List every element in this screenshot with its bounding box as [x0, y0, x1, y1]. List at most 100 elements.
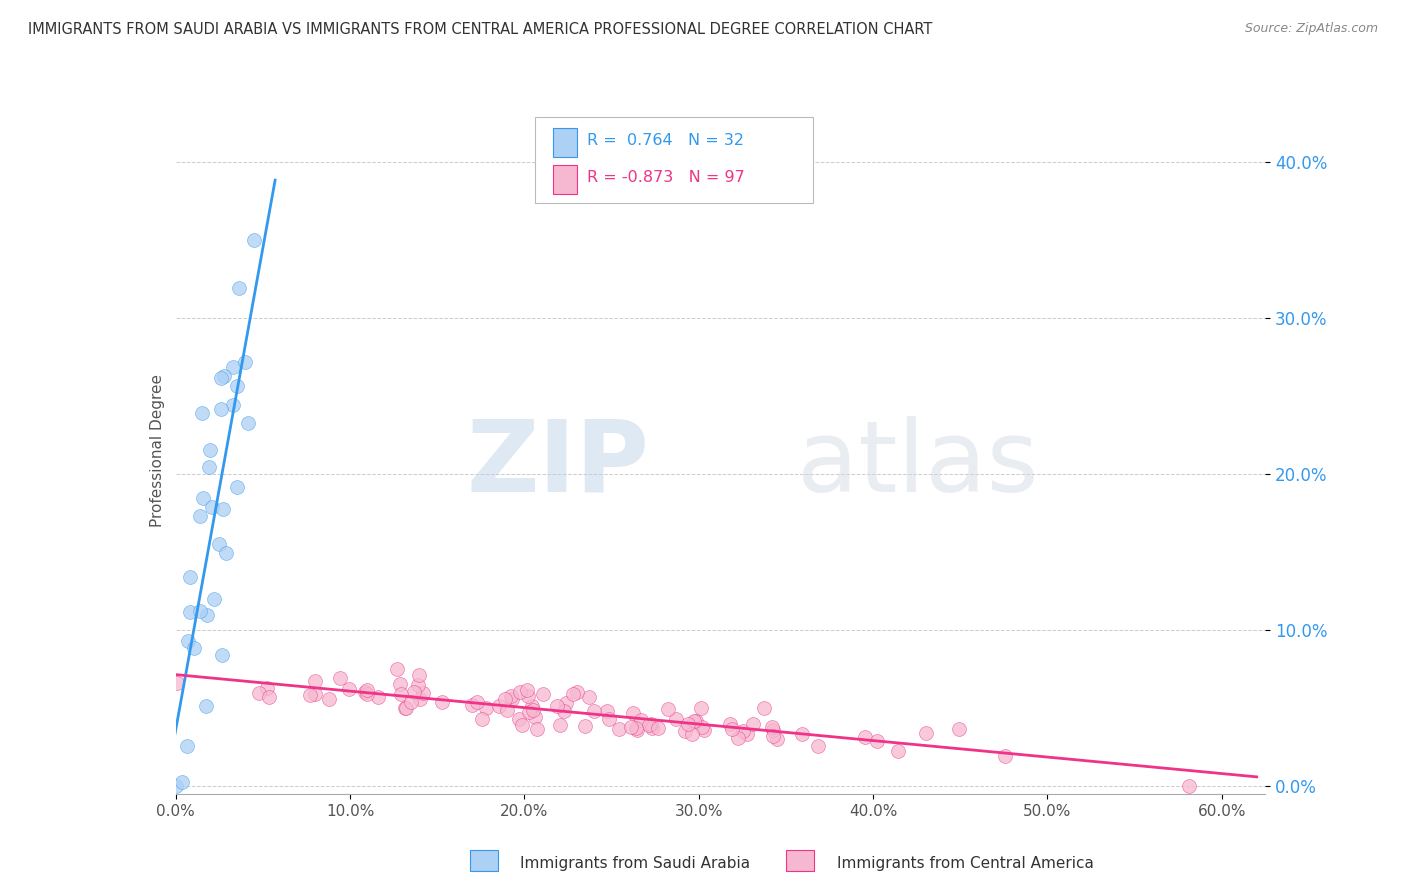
Text: IMMIGRANTS FROM SAUDI ARABIA VS IMMIGRANTS FROM CENTRAL AMERICA PROFESSIONAL DEG: IMMIGRANTS FROM SAUDI ARABIA VS IMMIGRAN…	[28, 22, 932, 37]
Point	[304, 674, 326, 689]
Point	[387, 662, 409, 676]
Point	[208, 537, 231, 551]
Point	[461, 698, 484, 712]
Point	[354, 685, 377, 699]
Point	[471, 712, 494, 726]
Point	[256, 681, 278, 695]
Text: R =  0.764   N = 32: R = 0.764 N = 32	[586, 133, 744, 148]
FancyBboxPatch shape	[536, 118, 813, 203]
Point	[247, 686, 270, 700]
Point	[637, 718, 659, 732]
Point	[718, 717, 741, 731]
Point	[914, 726, 936, 740]
Point	[337, 682, 360, 697]
Point	[994, 748, 1017, 763]
Point	[172, 774, 194, 789]
Point	[408, 667, 430, 681]
Point	[243, 233, 266, 247]
Point	[233, 355, 256, 369]
Point	[690, 701, 713, 715]
Point	[211, 501, 233, 516]
Point	[578, 690, 600, 704]
Point	[510, 718, 533, 732]
Text: atlas: atlas	[797, 416, 1039, 513]
Point	[211, 648, 233, 662]
Point	[517, 689, 540, 703]
Point	[640, 716, 662, 731]
Point	[641, 721, 664, 735]
Point	[404, 685, 426, 699]
Point	[165, 779, 187, 793]
FancyBboxPatch shape	[470, 850, 498, 871]
Point	[582, 704, 605, 718]
Point	[225, 378, 247, 392]
Point	[183, 640, 205, 655]
Point	[866, 733, 889, 747]
Point	[741, 717, 763, 731]
Point	[198, 459, 221, 474]
Point	[574, 719, 596, 733]
Point	[1177, 779, 1199, 793]
Point	[626, 723, 648, 737]
Point	[620, 720, 643, 734]
Point	[626, 721, 648, 735]
Point	[188, 509, 211, 524]
Point	[179, 570, 201, 584]
Point	[212, 368, 235, 383]
Point	[225, 480, 247, 494]
Point	[222, 398, 245, 412]
Point	[630, 713, 652, 727]
Point	[304, 687, 326, 701]
Point	[647, 721, 669, 735]
Point	[496, 703, 519, 717]
Point	[762, 723, 785, 737]
Point	[673, 723, 696, 738]
Point	[733, 724, 755, 739]
Point	[735, 727, 758, 741]
Point	[562, 688, 585, 702]
Point	[179, 605, 201, 619]
Point	[406, 678, 429, 692]
Text: Source: ZipAtlas.com: Source: ZipAtlas.com	[1244, 22, 1378, 36]
Point	[356, 683, 378, 698]
Point	[215, 546, 238, 560]
Point	[520, 698, 543, 713]
Point	[598, 711, 620, 725]
Point	[526, 722, 548, 736]
Text: ZIP: ZIP	[467, 416, 650, 513]
Point	[494, 691, 516, 706]
Point	[531, 687, 554, 701]
Point	[752, 701, 775, 715]
Point	[329, 671, 352, 685]
Point	[676, 716, 699, 731]
Y-axis label: Professional Degree: Professional Degree	[149, 374, 165, 527]
Point	[195, 608, 218, 623]
Point	[665, 713, 688, 727]
Point	[509, 684, 531, 698]
Point	[412, 686, 434, 700]
Point	[177, 634, 200, 648]
Point	[546, 698, 568, 713]
FancyBboxPatch shape	[553, 128, 576, 157]
Point	[166, 676, 188, 690]
Point	[607, 722, 630, 736]
Point	[202, 592, 225, 607]
Point	[765, 731, 787, 746]
Point	[228, 281, 250, 295]
Point	[887, 744, 910, 758]
Point	[221, 360, 243, 375]
Point	[318, 692, 340, 706]
Point	[209, 371, 232, 385]
Point	[395, 701, 418, 715]
Text: R = -0.873   N = 97: R = -0.873 N = 97	[586, 170, 744, 186]
Point	[853, 731, 876, 745]
Point	[409, 692, 432, 706]
Point	[367, 690, 389, 704]
Point	[488, 698, 510, 713]
Point	[298, 688, 321, 702]
Point	[522, 703, 544, 717]
Point	[790, 727, 813, 741]
Point	[188, 604, 211, 618]
Point	[948, 722, 970, 736]
Point	[190, 406, 212, 420]
